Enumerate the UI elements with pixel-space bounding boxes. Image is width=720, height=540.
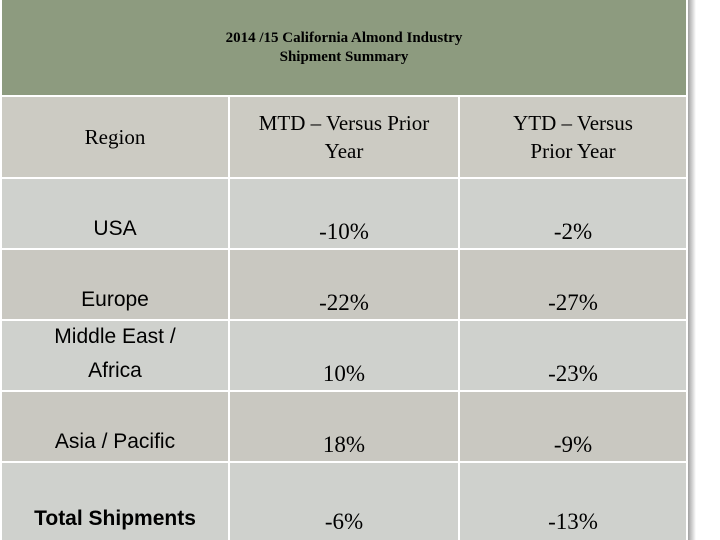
header-ytd: YTD – Versus Prior Year	[460, 97, 686, 177]
region-line-2: Africa	[88, 359, 142, 382]
slide-shadow	[686, 0, 696, 540]
header-mtd-line-1: MTD – Versus Prior	[258, 111, 430, 135]
table-title: 2014 /15 California Almond Industry Ship…	[2, 0, 686, 95]
title-line-2: Shipment Summary	[279, 48, 409, 65]
table-row-region-europe: Europe	[2, 250, 228, 319]
table-cell-mtd-asia-pacific: 18%	[230, 392, 458, 461]
table-cell-ytd-asia-pacific: -9%	[460, 392, 686, 461]
header-ytd-line-1: YTD – Versus	[513, 111, 633, 135]
region-line-1: Middle East /	[54, 325, 176, 348]
table-cell-ytd-europe: -27%	[460, 250, 686, 319]
table-row-region-usa: USA	[2, 179, 228, 248]
shipment-summary-table: 2014 /15 California Almond Industry Ship…	[0, 0, 688, 540]
header-mtd-line-2: Year	[324, 139, 364, 163]
table-row-region-middle-east-africa: Middle East / Africa	[2, 321, 228, 390]
header-mtd: MTD – Versus Prior Year	[230, 97, 458, 177]
table-row-region-asia-pacific: Asia / Pacific	[2, 392, 228, 461]
header-ytd-line-2: Prior Year	[530, 139, 616, 163]
table-cell-mtd-usa: -10%	[230, 179, 458, 248]
table-cell-mtd-middle-east-africa: 10%	[230, 321, 458, 390]
table-cell-ytd-total: -13%	[460, 463, 686, 540]
table-cell-ytd-usa: -2%	[460, 179, 686, 248]
table-cell-mtd-total: -6%	[230, 463, 458, 540]
table-row-region-total: Total Shipments	[2, 463, 228, 540]
title-line-1: 2014 /15 California Almond Industry	[225, 29, 463, 46]
table-cell-mtd-europe: -22%	[230, 250, 458, 319]
table-cell-ytd-middle-east-africa: -23%	[460, 321, 686, 390]
header-region: Region	[2, 97, 228, 177]
